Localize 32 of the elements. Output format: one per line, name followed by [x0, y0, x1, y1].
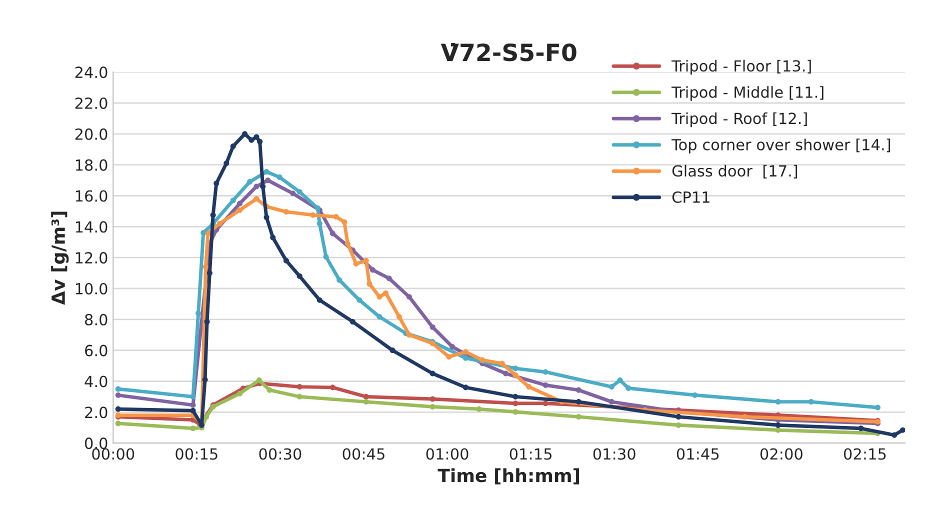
legend-label: Tripod - Floor [13.]	[672, 60, 811, 75]
x-tick-label: 00:30	[259, 448, 302, 460]
y-tick-label: 8.0	[85, 314, 108, 326]
legend-label: CP11	[672, 191, 710, 203]
y-tick-label: 6.0	[85, 344, 108, 356]
x-tick-label: 02:00	[760, 448, 802, 460]
x-tick-label: 00:15	[176, 448, 218, 460]
y-tick-label: 4.0	[84, 376, 108, 388]
chart-title: V̇72-S5-F0	[440, 43, 576, 62]
x-tick-label: 01:30	[593, 448, 636, 460]
legend-label: Tripod - Roof [12.]	[672, 112, 807, 128]
x-tick-label: 02:15	[844, 448, 886, 460]
x-tick-label: 01:15	[510, 448, 552, 460]
x-axis-title: Time [hh:mm]	[438, 468, 580, 484]
y-tick-label: 0.0	[84, 438, 108, 450]
legend-label: Top corner over shower [14.]	[672, 138, 890, 154]
x-tick-label: 01:00	[426, 448, 468, 460]
y-tick-label: 20.0	[75, 128, 108, 140]
y-tick-label: 10.0	[76, 282, 108, 295]
x-tick-label: 00:45	[342, 448, 384, 460]
legend-label: Tripod - Middle [11.]	[672, 86, 824, 101]
y-tick-label: 24.0	[75, 66, 108, 78]
y-axis-title: Δv [g/m³]	[51, 212, 69, 305]
y-tick-label: 2.0	[85, 406, 108, 418]
legend-label: Glass door [17.]	[672, 164, 798, 178]
y-tick-label: 18.0	[76, 159, 108, 171]
x-tick-label: 01:45	[676, 448, 719, 460]
y-tick-label: 22.0	[75, 97, 108, 110]
y-tick-label: 12.0	[76, 252, 108, 264]
y-tick-label: 14.0	[76, 221, 108, 233]
x-tick-label: 00:00	[92, 448, 134, 460]
y-tick-label: 16.0	[76, 190, 108, 202]
